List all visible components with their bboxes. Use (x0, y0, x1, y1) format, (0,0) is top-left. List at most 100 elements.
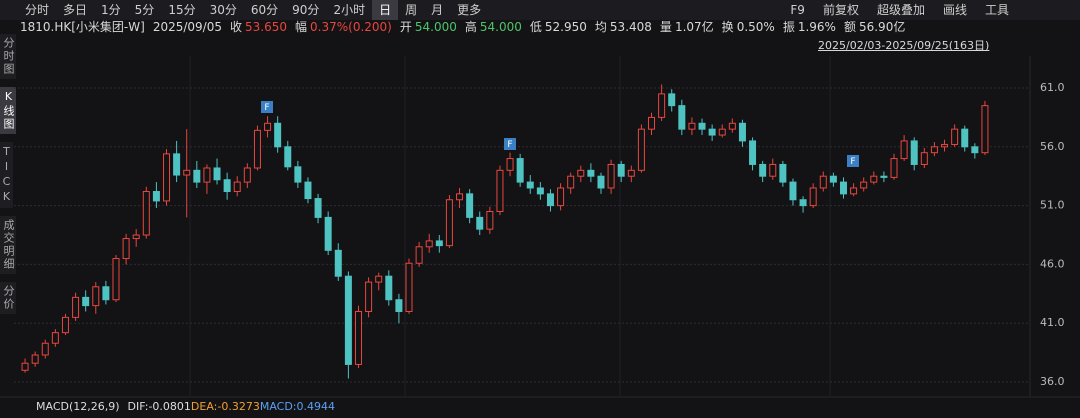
side-tab[interactable]: TICK (0, 142, 13, 208)
candle-body (132, 234, 140, 240)
candle-body (506, 158, 514, 171)
field-value: 1.07亿 (674, 20, 714, 34)
f-marker: F (850, 157, 855, 167)
candle-body (809, 187, 817, 207)
tool-button[interactable]: 工具 (984, 3, 1009, 17)
side-tab[interactable]: K线图 (0, 87, 16, 134)
period-tab[interactable]: 90分 (292, 3, 320, 17)
candle-body (365, 281, 373, 312)
period-tab[interactable]: 30分 (209, 3, 237, 17)
tool-buttons: F9 前复权 超级叠加 画线 工具 (781, 0, 1018, 20)
quote-field: 额 56.90亿 (844, 18, 905, 36)
candle-body (597, 175, 605, 189)
candle-body (253, 129, 261, 169)
side-tab[interactable]: 分价 (0, 282, 16, 314)
candle-body (617, 163, 625, 177)
period-tabs: 分时 多日 1分 5分 15分 30分 60分 90分 2小时日周月更多 (18, 0, 488, 20)
quote-field: 均 53.408 (595, 18, 652, 36)
candle-body (173, 153, 181, 176)
date-range[interactable]: 2025/02/03-2025/09/25(163日) (818, 39, 990, 52)
tool-button[interactable]: 超级叠加 (876, 3, 925, 17)
field-label: 额 (843, 20, 856, 34)
period-tab[interactable]: 分时 (25, 3, 50, 17)
y-tick-label: 36.0 (1040, 375, 1065, 388)
candle-body (163, 153, 171, 202)
candle-body (981, 105, 989, 154)
candle-body (385, 275, 393, 301)
candle-body (658, 93, 666, 118)
candle-body (41, 342, 49, 356)
macd: MACD:0.4944 (259, 400, 335, 413)
candle-body (860, 181, 868, 189)
candle-body (951, 128, 959, 145)
candle-body (738, 122, 746, 142)
period-tab[interactable]: 更多 (457, 3, 482, 17)
candle-body (890, 158, 898, 178)
tool-button[interactable]: 前复权 (822, 3, 859, 17)
candle-body (779, 163, 787, 183)
period-tab[interactable]: 60分 (250, 3, 279, 17)
candle-body (354, 310, 362, 365)
candle-body (445, 199, 453, 247)
quote-field: 收 53.650 (230, 18, 287, 36)
candle-body (749, 140, 757, 165)
period-tab[interactable]: 15分 (168, 3, 196, 17)
f-marker-bg (504, 138, 516, 150)
period-tab[interactable]: 月 (431, 3, 444, 17)
candle-body (112, 258, 120, 301)
candle-body (92, 286, 100, 307)
quote-row: 1810.HK[小米集团-W] 2025/09/05 收 53.650 幅 0.37%… (20, 18, 905, 36)
field-value: 0.50% (736, 20, 775, 34)
candle-body (375, 275, 383, 283)
dea: DEA:-0.3273 (190, 400, 260, 413)
period-tab[interactable]: 周 (405, 3, 418, 17)
quote-field: 量 1.07亿 (660, 18, 714, 36)
indicator-row: MACD(12,26,9) DIF:-0.0801 DEA:-0.3273 MA… (36, 400, 335, 413)
field-value: 0.37%(0.200) (310, 20, 392, 34)
period-tab[interactable]: 2小时 (333, 3, 366, 17)
quote-date: 2025/09/05 (152, 20, 222, 34)
candle-body (557, 187, 565, 207)
candle-body (870, 175, 878, 183)
candle-body (759, 163, 767, 177)
candle-body (142, 191, 150, 236)
field-value: 52.950 (544, 20, 587, 34)
candle-body (668, 93, 676, 107)
period-tab[interactable]: 日 (372, 0, 399, 20)
side-tab[interactable]: 成交明细 (0, 216, 16, 274)
candle-body (334, 249, 342, 277)
f-marker: F (507, 140, 512, 150)
candle-body (880, 175, 888, 178)
candle-body (961, 128, 969, 148)
field-label: 收 (229, 20, 242, 34)
candle-body (264, 122, 272, 131)
period-tab[interactable]: 5分 (134, 3, 155, 17)
quote-field: 换 0.50% (722, 18, 775, 36)
tool-button[interactable]: 画线 (942, 3, 967, 17)
field-label: 量 (659, 20, 672, 34)
quote-field: 振 1.96% (783, 18, 836, 36)
field-value: 56.90亿 (858, 20, 906, 34)
candle-body (61, 316, 69, 334)
candle-body (31, 354, 39, 364)
field-value: 53.408 (609, 20, 652, 34)
tool-button[interactable]: F9 (790, 3, 805, 17)
candle-body (536, 187, 544, 195)
y-tick-label: 46.0 (1040, 257, 1065, 270)
candle-body (789, 181, 797, 201)
field-value: 54.000 (414, 20, 457, 34)
candle-body (193, 169, 201, 183)
candle-body (769, 163, 777, 177)
candle-body (183, 169, 191, 176)
candle-body (698, 122, 706, 130)
candle-body (486, 211, 494, 230)
field-label: 低 (529, 20, 542, 34)
period-tab[interactable]: 1分 (101, 3, 121, 17)
candle-body (546, 193, 554, 207)
candle-body (910, 140, 918, 165)
side-tab[interactable]: 分时图 (0, 34, 16, 79)
period-tab[interactable]: 多日 (63, 3, 88, 17)
candle-body (395, 299, 403, 312)
